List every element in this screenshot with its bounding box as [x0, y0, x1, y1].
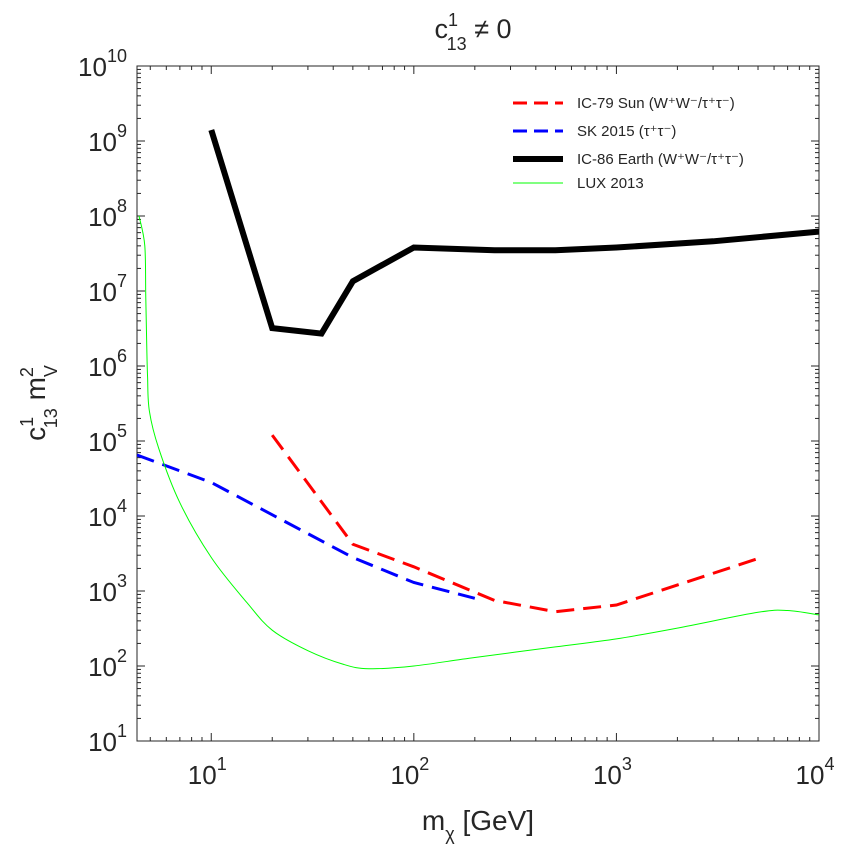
series-line-sk2015: [137, 453, 476, 600]
y-tick-labels: 101 102 103 104 105 106 107 108 109 1010: [78, 46, 127, 757]
legend-label-ic86-earth: IC-86 Earth (W⁺W⁻/τ⁺τ⁻): [577, 151, 744, 168]
x-tick-label: 101: [188, 754, 227, 790]
y-tick-label: 105: [88, 421, 127, 457]
legend-item-ic79-sun: IC-79 Sun (W⁺W⁻/τ⁺τ⁻): [513, 95, 735, 112]
series-line-ic86-earth: [208, 129, 819, 337]
x-tick-label: 102: [390, 754, 429, 790]
y-tick-label: 107: [88, 271, 127, 307]
chart-title: c1 13 ≠ 0: [434, 10, 511, 54]
y-tick-label: 106: [88, 346, 127, 382]
legend-label-ic79-sun: IC-79 Sun (W⁺W⁻/τ⁺τ⁻): [577, 95, 735, 112]
x-tick-label: 104: [796, 754, 835, 790]
series-line-lux2013: [138, 215, 819, 670]
y-axis-title: c1 13 m2 V: [17, 365, 61, 441]
axis-ticks: [137, 65, 820, 742]
legend-label-sk2015: SK 2015 (τ⁺τ⁻): [577, 123, 676, 140]
x-axis-title: mχ [GeV]: [422, 805, 534, 844]
y-tick-label: 1010: [78, 46, 127, 82]
legend-item-lux2013: LUX 2013: [513, 175, 644, 192]
series-layer: [137, 129, 819, 670]
plot-area: [136, 65, 820, 742]
y-tick-label: 101: [88, 721, 127, 757]
y-tick-label: 103: [88, 571, 127, 607]
legend-item-ic86-earth: IC-86 Earth (W⁺W⁻/τ⁺τ⁻): [513, 151, 744, 168]
legend: IC-79 Sun (W⁺W⁻/τ⁺τ⁻) SK 2015 (τ⁺τ⁻) IC-…: [513, 95, 744, 192]
x-tick-label: 103: [593, 754, 632, 790]
legend-label-lux2013: LUX 2013: [577, 175, 644, 192]
y-tick-label: 104: [88, 496, 127, 532]
y-tick-label: 108: [88, 196, 127, 232]
y-tick-label: 102: [88, 646, 127, 682]
y-tick-label: 109: [88, 121, 127, 157]
series-line-ic79-sun: [270, 434, 759, 614]
x-tick-labels: 101 102 103 104: [188, 754, 835, 790]
legend-item-sk2015: SK 2015 (τ⁺τ⁻): [513, 123, 676, 140]
